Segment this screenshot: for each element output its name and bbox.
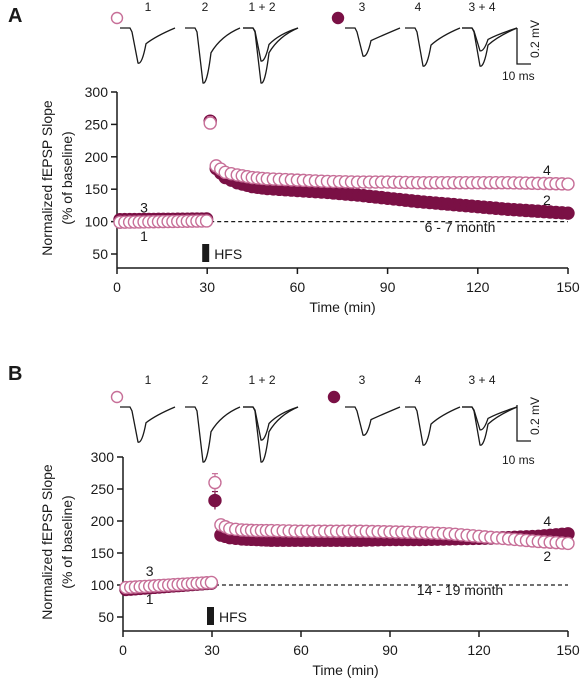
point-annotation: 2: [543, 192, 551, 208]
trace-label: 4: [415, 373, 422, 387]
filled-circle-marker: [327, 390, 341, 404]
y-tick-label: 250: [85, 116, 109, 132]
x-tick-label: 120: [466, 279, 490, 295]
filled-circle-marker: [331, 11, 345, 25]
data-point: [208, 475, 222, 490]
chart-panel-b: B 1 2 1 + 2 3 4 3 + 4 0.2 mV 10 ms 50 100 150 200 250…: [8, 363, 580, 678]
trace-sweep: [462, 406, 518, 446]
trace-label: 1 + 2: [248, 373, 275, 387]
point-annotation: 4: [543, 162, 551, 178]
trace-overlay-sweep: [462, 406, 518, 431]
trace-overlay-sweep: [462, 27, 518, 52]
y-tick-label: 150: [85, 181, 109, 197]
trace-sweep: [405, 406, 461, 446]
point-annotation: 2: [543, 548, 551, 564]
point-annotation: 1: [146, 591, 154, 607]
trace-label: 1: [145, 0, 152, 14]
x-axis-label: Time (min): [309, 299, 375, 315]
y-tick-label: 300: [85, 84, 109, 100]
trace-sweep: [345, 406, 401, 436]
open-circle-marker: [110, 11, 124, 25]
trace-label: 3: [359, 0, 366, 14]
trace-sweep: [405, 27, 461, 67]
trace-overlay-sweep: [243, 406, 299, 441]
trace-label: 3 + 4: [468, 373, 495, 387]
hfs-marker: [207, 607, 214, 625]
trace-label: 1 + 2: [248, 0, 275, 14]
scale-bar-time: 10 ms: [502, 453, 535, 467]
y-tick-label: 50: [92, 246, 108, 262]
trace-sweep: [185, 27, 241, 84]
hfs-marker: [202, 244, 210, 262]
y-tick-label: 150: [91, 545, 115, 561]
trace-label: 4: [415, 0, 422, 14]
age-label: 6 - 7 month: [425, 219, 496, 235]
x-tick-label: 0: [119, 642, 127, 658]
scale-bar-voltage: 0.2 mV: [528, 397, 542, 435]
trace-label: 3: [359, 373, 366, 387]
scale-bar-voltage: 0.2 mV: [528, 20, 542, 58]
point-annotation: 4: [543, 513, 551, 529]
panel-label: A: [8, 5, 22, 27]
hfs-label: HFS: [214, 246, 242, 262]
trace-sweep: [345, 27, 401, 57]
y-axis-label: (% of baseline): [59, 495, 75, 588]
x-tick-label: 120: [467, 642, 491, 658]
y-tick-label: 100: [85, 214, 109, 230]
data-point: [204, 575, 219, 590]
x-tick-label: 90: [380, 279, 396, 295]
x-tick-label: 0: [113, 279, 121, 295]
x-tick-label: 30: [204, 642, 220, 658]
trace-sweep: [243, 406, 299, 463]
series-open: [119, 473, 575, 595]
trace-sweep: [120, 27, 176, 64]
y-tick-label: 200: [85, 149, 109, 165]
age-label: 14 - 19 month: [417, 582, 503, 598]
trace-sweep: [243, 27, 299, 84]
x-axis-label: Time (min): [312, 662, 378, 678]
data-point: [561, 206, 575, 220]
data-point: [208, 493, 222, 508]
trace-sweep: [462, 27, 518, 67]
hfs-label: HFS: [219, 609, 247, 625]
point-annotation: 3: [140, 199, 148, 215]
panel-label: B: [8, 363, 22, 385]
y-tick-label: 250: [91, 481, 115, 497]
point-annotation: 3: [146, 563, 154, 579]
x-tick-label: 90: [382, 642, 398, 658]
y-tick-label: 100: [91, 577, 115, 593]
data-point: [203, 116, 217, 130]
scale-bar: [516, 405, 531, 442]
trace-label: 1: [145, 373, 152, 387]
y-tick-label: 50: [98, 609, 114, 625]
trace-overlay-sweep: [243, 27, 299, 62]
trace-label: 2: [202, 373, 209, 387]
data-point: [561, 177, 575, 191]
x-tick-label: 150: [556, 642, 580, 658]
trace-sweep: [120, 406, 176, 443]
x-tick-label: 30: [199, 279, 215, 295]
scale-bar-time: 10 ms: [502, 69, 535, 83]
scale-bar: [516, 28, 531, 65]
trace-label: 3 + 4: [468, 0, 495, 14]
open-circle-marker: [110, 390, 124, 404]
x-tick-label: 150: [556, 279, 580, 295]
data-point: [561, 536, 575, 551]
data-point: [199, 214, 214, 228]
trace-sweep: [185, 406, 241, 463]
x-tick-label: 60: [293, 642, 309, 658]
series-open: [113, 116, 575, 229]
y-axis-label: Normalized fEPSP Slope: [39, 464, 55, 620]
point-annotation: 1: [140, 228, 148, 244]
x-tick-label: 60: [290, 279, 306, 295]
chart-panel-a: A 1 2 1 + 2 3 4 3 + 4 0.2 mV 10 ms 50 100 150 200 250…: [8, 0, 580, 315]
y-tick-label: 200: [91, 513, 115, 529]
trace-label: 2: [202, 0, 209, 14]
y-axis-label: Normalized fEPSP Slope: [39, 100, 55, 256]
series-filled: [113, 114, 575, 227]
y-axis-label: (% of baseline): [59, 131, 75, 224]
y-tick-label: 300: [91, 449, 115, 465]
